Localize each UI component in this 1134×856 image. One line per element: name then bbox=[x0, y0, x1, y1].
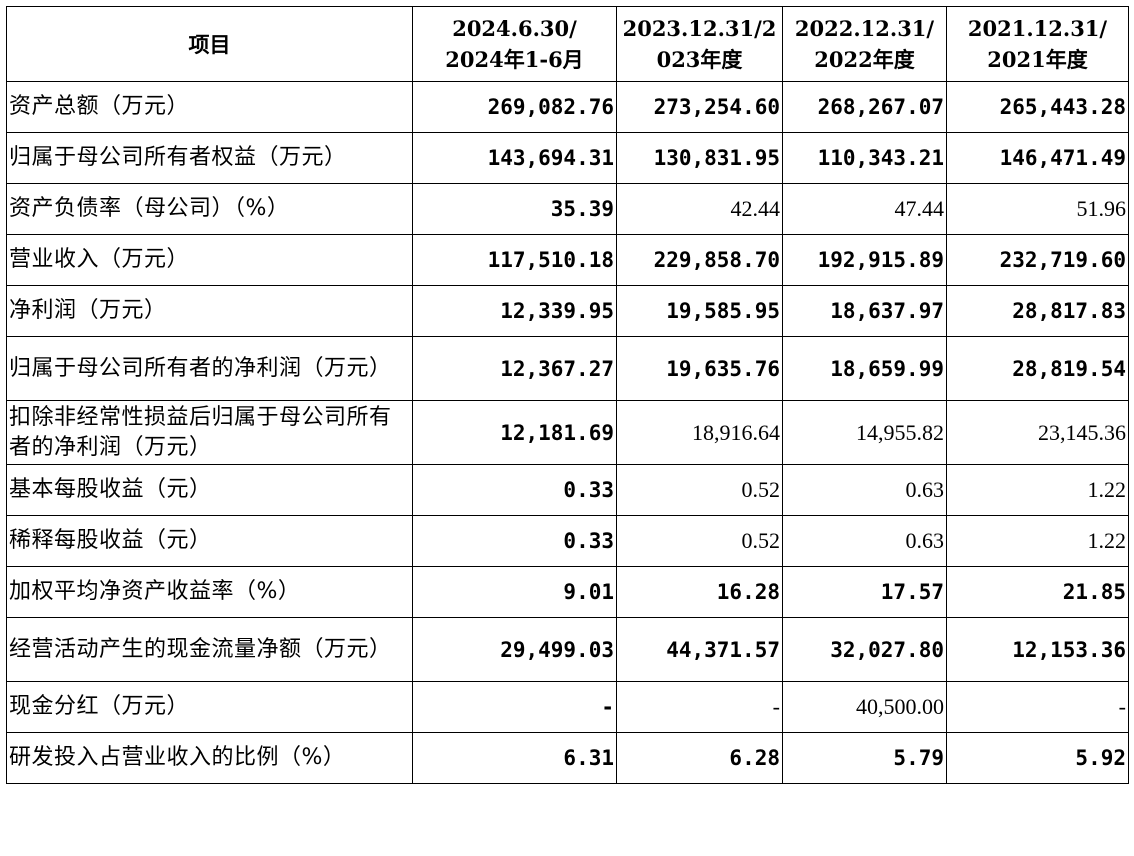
cell-value: 44,371.57 bbox=[616, 617, 783, 682]
table-row: 研发投入占营业收入的比例（%） 6.31 6.28 5.79 5.92 bbox=[6, 732, 1129, 784]
cell-value: 232,719.60 bbox=[946, 234, 1129, 286]
cell-value: 42.44 bbox=[616, 183, 783, 235]
cell-value: 6.28 bbox=[616, 732, 783, 784]
cell-value: 19,635.76 bbox=[616, 336, 783, 401]
cell-value: 28,819.54 bbox=[946, 336, 1129, 401]
cell-value: 12,181.69 bbox=[412, 400, 617, 465]
cell-value: 51.96 bbox=[946, 183, 1129, 235]
cell-value: 269,082.76 bbox=[412, 81, 617, 133]
cell-value: 146,471.49 bbox=[946, 132, 1129, 184]
cell-value: 0.33 bbox=[412, 515, 617, 567]
table-row: 加权平均净资产收益率（%） 9.01 16.28 17.57 21.85 bbox=[6, 566, 1129, 618]
header-row: 项目 2024.6.30/ 2024年1-6月 2023.12.31/2 023… bbox=[6, 6, 1129, 82]
row-label: 现金分红（万元） bbox=[6, 681, 413, 733]
row-label: 净利润（万元） bbox=[6, 285, 413, 337]
row-label: 扣除非经常性损益后归属于母公司所有者的净利润（万元） bbox=[6, 400, 413, 465]
cell-value: 130,831.95 bbox=[616, 132, 783, 184]
row-label: 资产总额（万元） bbox=[6, 81, 413, 133]
row-label: 研发投入占营业收入的比例（%） bbox=[6, 732, 413, 784]
cell-value: 40,500.00 bbox=[782, 681, 947, 733]
cell-value: 9.01 bbox=[412, 566, 617, 618]
table-row: 归属于母公司所有者的净利润（万元） 12,367.27 19,635.76 18… bbox=[6, 336, 1129, 401]
table-row: 稀释每股收益（元） 0.33 0.52 0.63 1.22 bbox=[6, 515, 1129, 567]
cell-value: 47.44 bbox=[782, 183, 947, 235]
cell-value: 0.63 bbox=[782, 515, 947, 567]
table-row: 净利润（万元） 12,339.95 19,585.95 18,637.97 28… bbox=[6, 285, 1129, 337]
cell-value: 12,367.27 bbox=[412, 336, 617, 401]
row-label: 加权平均净资产收益率（%） bbox=[6, 566, 413, 618]
cell-value: 17.57 bbox=[782, 566, 947, 618]
table-row: 归属于母公司所有者权益（万元） 143,694.31 130,831.95 11… bbox=[6, 132, 1129, 184]
financial-table: 项目 2024.6.30/ 2024年1-6月 2023.12.31/2 023… bbox=[6, 6, 1129, 784]
table-row: 扣除非经常性损益后归属于母公司所有者的净利润（万元） 12,181.69 18,… bbox=[6, 400, 1129, 465]
table-row: 资产总额（万元） 269,082.76 273,254.60 268,267.0… bbox=[6, 81, 1129, 133]
cell-value: - bbox=[616, 681, 783, 733]
cell-value: 0.52 bbox=[616, 464, 783, 516]
cell-value: 110,343.21 bbox=[782, 132, 947, 184]
cell-value: 16.28 bbox=[616, 566, 783, 618]
cell-value: 265,443.28 bbox=[946, 81, 1129, 133]
cell-value: 273,254.60 bbox=[616, 81, 783, 133]
cell-value: 23,145.36 bbox=[946, 400, 1129, 465]
table-row: 现金分红（万元） - - 40,500.00 - bbox=[6, 681, 1129, 733]
header-period: 2022.12.31/ 2022年度 bbox=[782, 6, 947, 82]
row-label: 经营活动产生的现金流量净额（万元） bbox=[6, 617, 413, 682]
cell-value: 268,267.07 bbox=[782, 81, 947, 133]
cell-value: 143,694.31 bbox=[412, 132, 617, 184]
cell-value: 0.33 bbox=[412, 464, 617, 516]
header-item: 项目 bbox=[6, 6, 413, 82]
cell-value: 1.22 bbox=[946, 464, 1129, 516]
cell-value: 18,637.97 bbox=[782, 285, 947, 337]
cell-value: 0.63 bbox=[782, 464, 947, 516]
cell-value: 29,499.03 bbox=[412, 617, 617, 682]
cell-value: 19,585.95 bbox=[616, 285, 783, 337]
cell-value: 117,510.18 bbox=[412, 234, 617, 286]
row-label: 稀释每股收益（元） bbox=[6, 515, 413, 567]
row-label: 资产负债率（母公司）（%） bbox=[6, 183, 413, 235]
cell-value: 12,153.36 bbox=[946, 617, 1129, 682]
cell-value: 14,955.82 bbox=[782, 400, 947, 465]
cell-value: - bbox=[946, 681, 1129, 733]
cell-value: 5.92 bbox=[946, 732, 1129, 784]
cell-value: 229,858.70 bbox=[616, 234, 783, 286]
cell-value: 28,817.83 bbox=[946, 285, 1129, 337]
cell-value: - bbox=[412, 681, 617, 733]
cell-value: 192,915.89 bbox=[782, 234, 947, 286]
row-label: 营业收入（万元） bbox=[6, 234, 413, 286]
row-label: 归属于母公司所有者的净利润（万元） bbox=[6, 336, 413, 401]
table-row: 经营活动产生的现金流量净额（万元） 29,499.03 44,371.57 32… bbox=[6, 617, 1129, 682]
cell-value: 0.52 bbox=[616, 515, 783, 567]
cell-value: 6.31 bbox=[412, 732, 617, 784]
header-period: 2021.12.31/ 2021年度 bbox=[946, 6, 1129, 82]
cell-value: 35.39 bbox=[412, 183, 617, 235]
row-label: 归属于母公司所有者权益（万元） bbox=[6, 132, 413, 184]
header-period: 2024.6.30/ 2024年1-6月 bbox=[412, 6, 617, 82]
cell-value: 21.85 bbox=[946, 566, 1129, 618]
cell-value: 12,339.95 bbox=[412, 285, 617, 337]
cell-value: 32,027.80 bbox=[782, 617, 947, 682]
cell-value: 18,659.99 bbox=[782, 336, 947, 401]
table-row: 营业收入（万元） 117,510.18 229,858.70 192,915.8… bbox=[6, 234, 1129, 286]
header-period: 2023.12.31/2 023年度 bbox=[616, 6, 783, 82]
cell-value: 1.22 bbox=[946, 515, 1129, 567]
cell-value: 5.79 bbox=[782, 732, 947, 784]
table-row: 资产负债率（母公司）（%） 35.39 42.44 47.44 51.96 bbox=[6, 183, 1129, 235]
table-row: 基本每股收益（元） 0.33 0.52 0.63 1.22 bbox=[6, 464, 1129, 516]
row-label: 基本每股收益（元） bbox=[6, 464, 413, 516]
cell-value: 18,916.64 bbox=[616, 400, 783, 465]
